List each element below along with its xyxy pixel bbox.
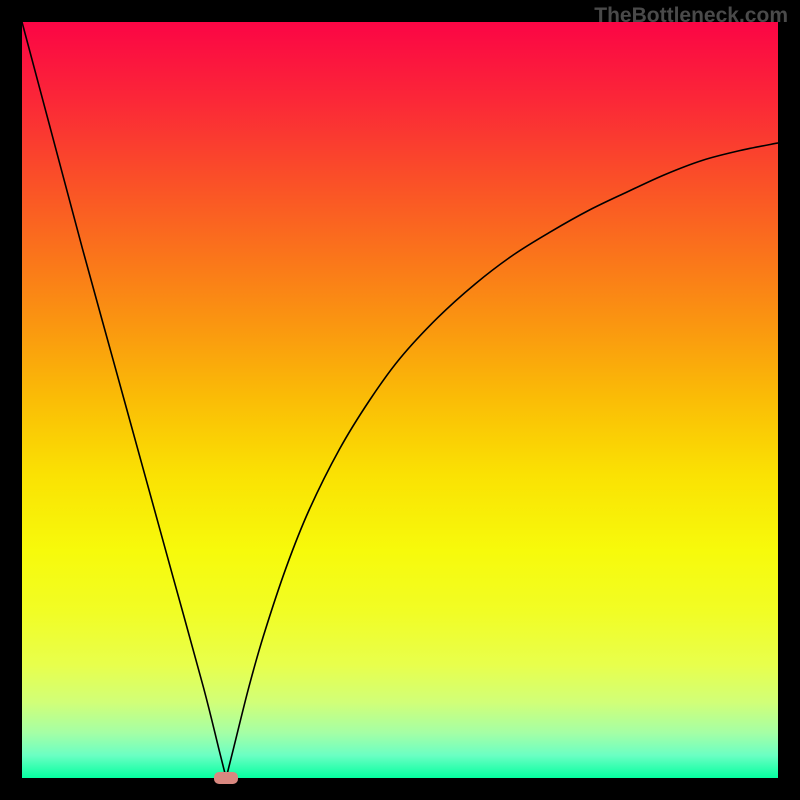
plot-area (22, 22, 778, 778)
minimum-marker (214, 772, 238, 784)
bottleneck-curve (22, 22, 778, 778)
watermark-text: TheBottleneck.com (594, 4, 788, 28)
